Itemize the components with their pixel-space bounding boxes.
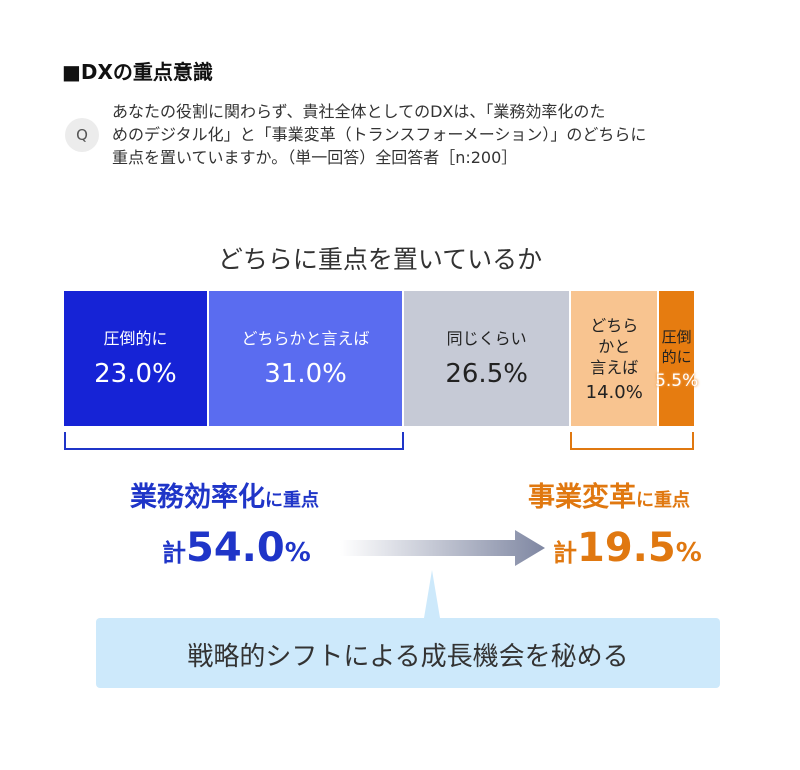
segment-value: 23.0% [94, 359, 177, 389]
question-text: あなたの役割に関わらず、貴社全体としてのDXは、「業務効率化のた めのデジタル化… [112, 100, 732, 169]
segment-label: どちら かと 言えば [590, 315, 639, 377]
segment-value: 26.5% [445, 359, 528, 389]
callout-text: 戦略的シフトによる成長機会を秘める [187, 641, 629, 672]
chart-title: どちらに重点を置いているか [217, 245, 543, 274]
left-summary-main: 業務効率化 [130, 482, 265, 513]
right-total-pct: % [675, 538, 702, 568]
right-total-value: 19.5 [577, 525, 676, 571]
left-summary-sub: に重点 [265, 490, 319, 511]
segment-label: 圧倒的に [103, 329, 168, 348]
bar-segment: 圧倒 的に 5.5% [655, 291, 698, 426]
left-summary-label: 業務効率化に重点 [130, 475, 319, 514]
left-total: 計54.0% [162, 525, 311, 571]
right-summary-label: 事業変革に重点 [528, 475, 690, 514]
shift-arrow-icon [340, 530, 545, 566]
stacked-bar: 圧倒的に 23.0% どちらかと言えば 31.0% 同じくらい 26.5% どちら かと 言… [64, 291, 698, 426]
right-bracket [570, 432, 694, 450]
right-summary-main: 事業変革 [528, 482, 636, 513]
bar-segment: 同じくらい 26.5% [404, 291, 570, 426]
segment-label: 同じくらい [446, 329, 527, 348]
left-total-value: 54.0 [186, 525, 285, 571]
section-title: ■DXの重点意識 [62, 60, 213, 84]
segment-label: 圧倒 的に [661, 327, 692, 366]
bar-segment: どちら かと 言えば 14.0% [571, 291, 658, 426]
question-line: 重点を置いていますか。（単一回答）全回答者［n:200］ [112, 148, 518, 167]
segment-value: 31.0% [264, 359, 347, 389]
question-line: めのデジタル化」と「事業変革（トランスフォーメーション）」のどちらに [112, 125, 647, 144]
left-bracket [64, 432, 404, 450]
callout-box [96, 570, 720, 688]
right-summary-sub: に重点 [636, 490, 690, 511]
segment-value: 14.0% [585, 381, 643, 403]
right-total-prefix: 計 [553, 539, 577, 567]
left-total-prefix: 計 [162, 539, 186, 567]
right-total: 計19.5% [553, 525, 702, 571]
segment-label: どちらかと言えば [241, 329, 370, 348]
bar-segment: どちらかと言えば 31.0% [208, 291, 403, 426]
left-total-pct: % [284, 538, 311, 568]
segment-value: 5.5% [655, 370, 699, 391]
bar-segment: 圧倒的に 23.0% [64, 291, 207, 426]
question-badge: Q [65, 118, 99, 152]
question-line: あなたの役割に関わらず、貴社全体としてのDXは、「業務効率化のた [112, 102, 606, 121]
